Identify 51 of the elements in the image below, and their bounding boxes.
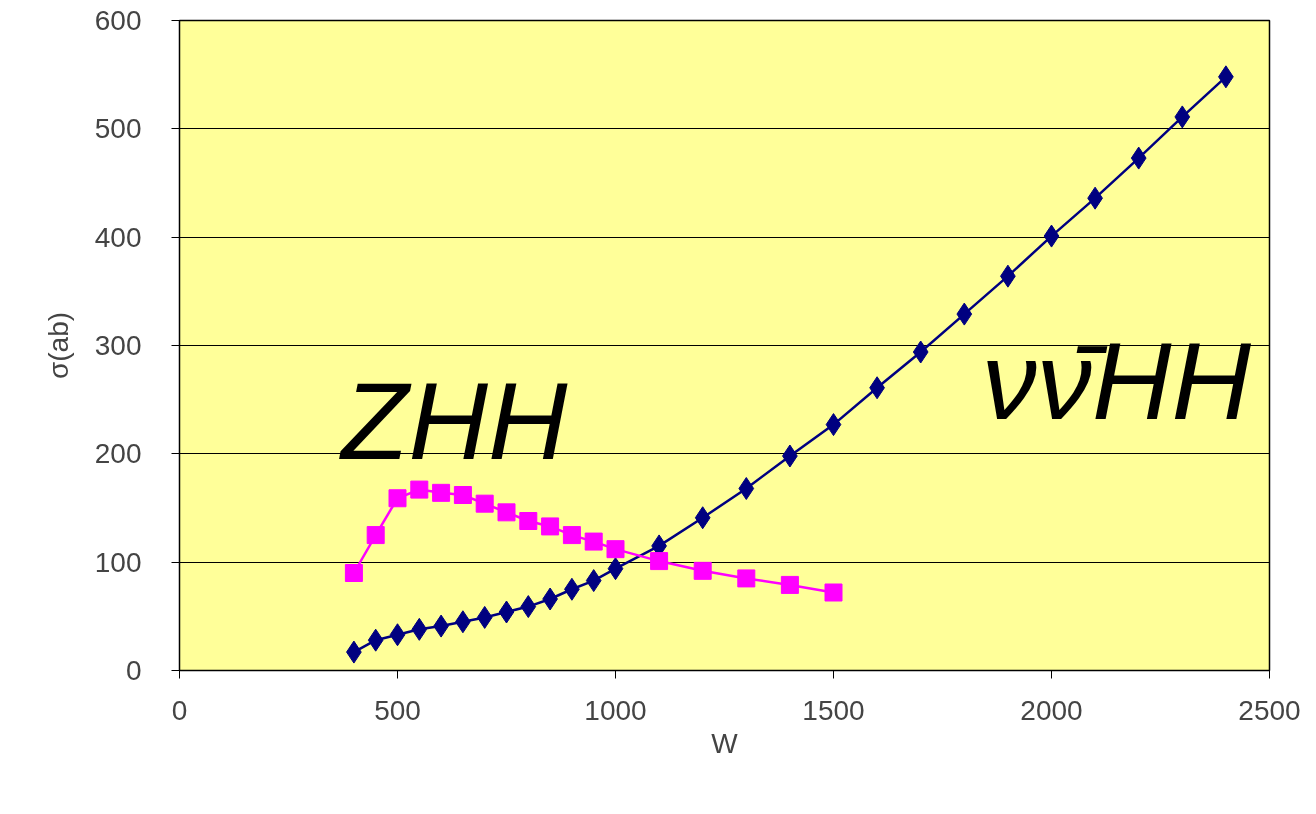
y-tick-label: 500 (94, 113, 142, 145)
point (411, 617, 428, 641)
point (366, 526, 385, 545)
y-axis-title: σ(ab) (42, 311, 74, 380)
point (585, 569, 602, 593)
y-tick-label: 300 (94, 330, 142, 361)
point (541, 517, 560, 536)
point (519, 512, 538, 530)
x-tick-label: 2500 (1238, 694, 1301, 726)
point (432, 483, 451, 502)
point (475, 494, 494, 513)
point (607, 557, 624, 581)
point (737, 569, 756, 588)
point (693, 561, 712, 580)
point (956, 302, 973, 326)
point (1174, 105, 1191, 129)
point (410, 480, 429, 499)
y-tick-label: 600 (94, 5, 142, 36)
point (389, 623, 406, 647)
x-tick-label: 1000 (584, 694, 647, 726)
point (912, 340, 929, 364)
series-label: νν̄HH (982, 318, 1252, 442)
x-tick-label: 1500 (802, 694, 865, 726)
point (367, 628, 384, 652)
point (562, 526, 581, 545)
point (497, 503, 516, 522)
point (1130, 146, 1147, 170)
y-tick-label: 100 (94, 546, 142, 578)
point (825, 413, 842, 437)
point (606, 540, 625, 559)
point (738, 477, 755, 500)
point (344, 564, 363, 582)
point (388, 489, 407, 508)
point (650, 552, 669, 571)
point (694, 506, 711, 530)
point (1043, 224, 1060, 248)
point (780, 575, 799, 594)
point (824, 583, 843, 602)
point (453, 486, 472, 504)
x-tick-label: 0 (171, 694, 188, 726)
point (476, 605, 493, 629)
y-tick-label: 0 (125, 655, 142, 686)
series-label: ZHH (338, 358, 568, 482)
x-axis-title: W (711, 727, 739, 759)
point (520, 595, 537, 619)
point (498, 600, 515, 624)
y-tick-label: 400 (94, 221, 142, 253)
x-tick-label: 2000 (1020, 694, 1083, 726)
point (584, 532, 603, 551)
y-tick-label: 200 (94, 438, 142, 470)
x-tick-label: 500 (374, 694, 421, 726)
